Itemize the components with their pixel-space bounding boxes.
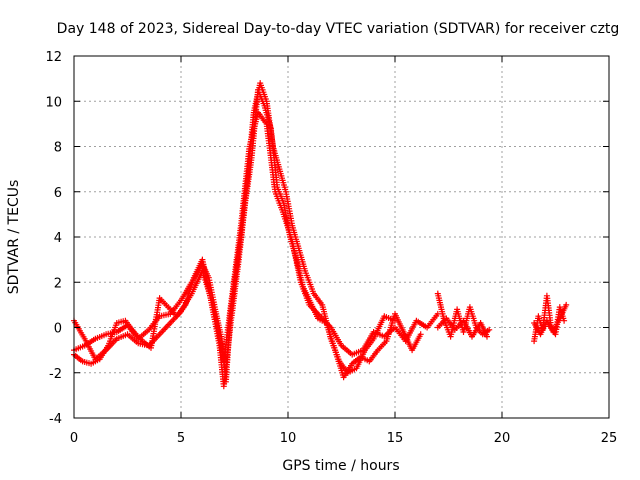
y-axis-label: SDTVAR / TECUs <box>6 180 22 295</box>
grid <box>74 56 609 418</box>
x-tick-label: 25 <box>601 431 618 446</box>
y-tick-label: -2 <box>49 367 62 382</box>
series-7 <box>531 301 570 338</box>
y-tick-label: 4 <box>54 231 62 246</box>
y-tick-label: -4 <box>49 412 62 427</box>
y-tick-label: 10 <box>45 95 62 110</box>
data-point-markers <box>71 80 398 385</box>
data-point-markers <box>531 301 570 338</box>
x-tick-label: 0 <box>70 431 78 446</box>
x-tick-label: 15 <box>387 431 404 446</box>
chart-title: Day 148 of 2023, Sidereal Day-to-day VTE… <box>57 21 620 37</box>
axis-ticks: 0 5 10 15 20 25 -4 -2 0 2 4 6 8 10 12 <box>45 50 617 446</box>
y-tick-label: 8 <box>54 141 62 156</box>
y-tick-label: 0 <box>54 322 62 337</box>
y-tick-label: 2 <box>54 276 62 291</box>
series-5 <box>434 315 490 340</box>
x-tick-label: 5 <box>177 431 185 446</box>
x-tick-label: 20 <box>494 431 511 446</box>
data-series <box>71 80 570 390</box>
y-tick-label: 6 <box>54 186 62 201</box>
data-point-markers <box>434 315 490 340</box>
x-tick-label: 10 <box>280 431 297 446</box>
series-1 <box>71 80 398 385</box>
y-tick-label: 12 <box>45 50 62 65</box>
x-axis-label: GPS time / hours <box>282 458 399 474</box>
